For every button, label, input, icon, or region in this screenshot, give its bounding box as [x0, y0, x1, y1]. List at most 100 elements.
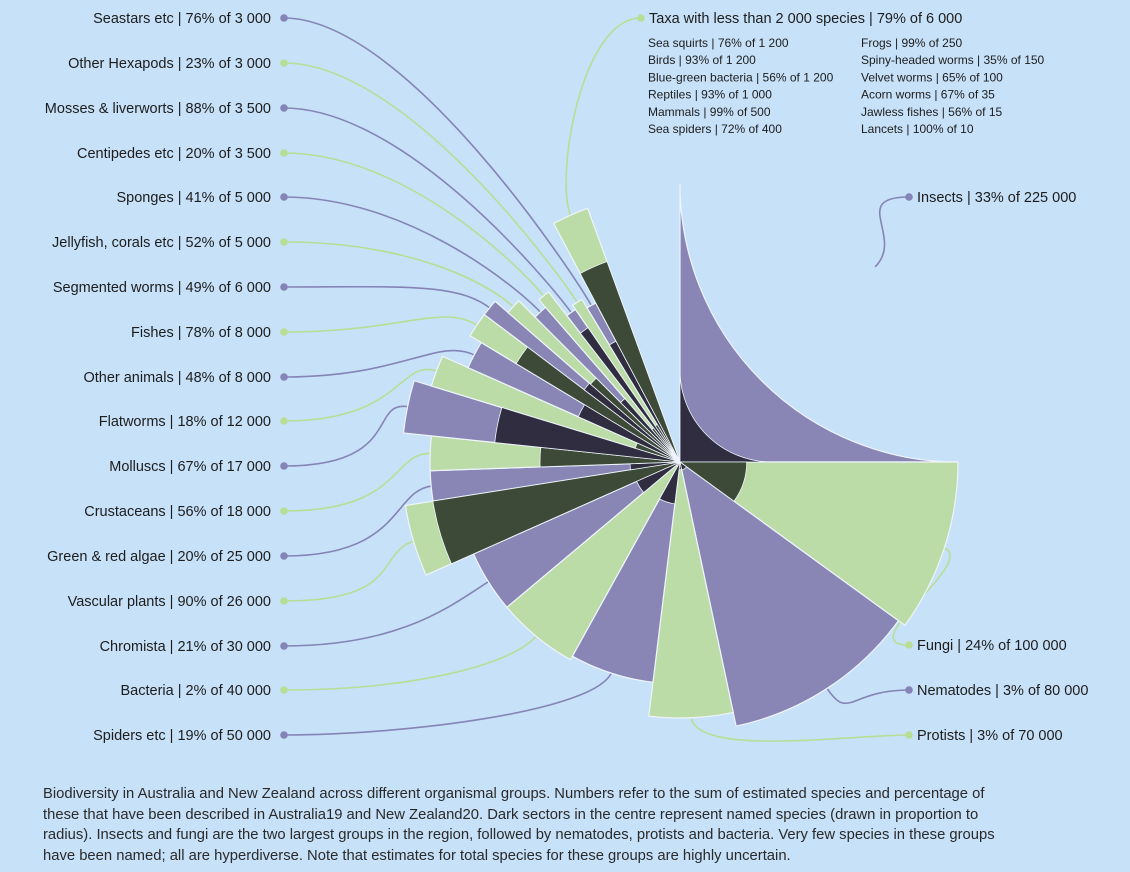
- sector-other-hexapods: [571, 298, 681, 463]
- label-markers: [280, 14, 913, 739]
- marker-flatworms: [280, 417, 288, 425]
- small-taxon-item: Reptiles | 93% of 1 000: [648, 88, 772, 102]
- connector-sponges: [283, 196, 543, 315]
- marker-jellyfish-corals-etc: [280, 238, 288, 246]
- label-connectors: [283, 17, 951, 742]
- connector-insects: [874, 196, 910, 268]
- connector-taxa-with-less-than-2-000-species: [565, 17, 642, 218]
- marker-other-hexapods: [280, 59, 288, 67]
- label-flatworms: Flatworms | 18% of 12 000: [99, 414, 271, 430]
- marker-sponges: [280, 193, 288, 201]
- connector-segmented-worms: [283, 285, 492, 310]
- connector-molluscs: [283, 405, 410, 467]
- connector-nematodes: [825, 686, 910, 705]
- connector-other-hexapods: [283, 62, 579, 305]
- named-sector-molluscs: [494, 407, 681, 463]
- small-taxon-item: Birds | 93% of 1 200: [648, 53, 756, 67]
- marker-spiders-etc: [280, 731, 288, 739]
- connector-mosses-liverworts: [283, 107, 573, 315]
- connector-protists: [690, 715, 910, 742]
- named-sector-vascular-plants: [432, 461, 681, 565]
- label-spiders-etc: Spiders etc | 19% of 50 000: [93, 728, 271, 744]
- small-taxon-item: Velvet worms | 65% of 100: [861, 70, 1003, 84]
- label-segmented-worms: Segmented worms | 49% of 6 000: [53, 280, 271, 296]
- marker-nematodes: [905, 686, 913, 694]
- named-sector-segmented-worms: [583, 382, 681, 463]
- small-taxon-item: Frogs | 99% of 250: [861, 36, 963, 50]
- small-taxon-item: Mammals | 99% of 500: [648, 105, 771, 119]
- marker-other-animals: [280, 373, 288, 381]
- connector-flatworms: [283, 368, 439, 422]
- small-taxon-item: Sea squirts | 76% of 1 200: [648, 36, 789, 50]
- small-taxon-item: Sea spiders | 72% of 400: [648, 122, 782, 136]
- polar-area-chart: Insects | 33% of 225 000 Fungi | 24% of 1…: [45, 11, 1089, 744]
- label-vascular-plants: Vascular plants | 90% of 26 000: [68, 594, 271, 610]
- marker-molluscs: [280, 462, 288, 470]
- marker-centipedes-etc: [280, 149, 288, 157]
- label-jellyfish-corals-etc: Jellyfish, corals etc | 52% of 5 000: [52, 235, 271, 251]
- marker-bacteria: [280, 686, 288, 694]
- label-taxa-with-less-than-2-000-species: Taxa with less than 2 000 species | 79% …: [649, 11, 962, 27]
- connector-fishes: [283, 316, 479, 333]
- marker-chromista: [280, 642, 288, 650]
- named-sector-mosses-liverworts: [579, 327, 681, 463]
- marker-protists: [905, 731, 913, 739]
- label-seastars-etc: Seastars etc | 76% of 3 000: [93, 11, 271, 27]
- named-sector-fishes: [515, 346, 681, 463]
- named-sector-sponges: [620, 398, 681, 463]
- named-sector-spiders-etc: [659, 461, 681, 505]
- label-other-hexapods: Other Hexapods | 23% of 3 000: [68, 56, 271, 72]
- named-sector-fungi: [678, 461, 748, 502]
- label-molluscs: Molluscs | 67% of 17 000: [109, 459, 271, 475]
- marker-taxa-with-less-than-2-000-species: [637, 14, 645, 22]
- label-sponges: Sponges | 41% of 5 000: [116, 190, 271, 206]
- label-other-animals: Other animals | 48% of 8 000: [83, 370, 271, 386]
- label-centipedes-etc: Centipedes etc | 20% of 3 500: [77, 146, 271, 162]
- connector-green-red-algae: [283, 485, 434, 557]
- sector-insects: [679, 183, 959, 463]
- label-green-red-algae: Green & red algae | 20% of 25 000: [47, 549, 271, 565]
- marker-vascular-plants: [280, 597, 288, 605]
- connector-spiders-etc: [283, 670, 613, 736]
- small-taxa-list: Sea squirts | 76% of 1 200 Birds | 93% of…: [648, 36, 1045, 136]
- connector-seastars-etc: [283, 17, 593, 308]
- small-taxon-item: Spiny-headed worms | 35% of 150: [861, 53, 1045, 67]
- outer-sectors: [402, 183, 959, 727]
- marker-green-red-algae: [280, 552, 288, 560]
- small-taxon-item: Lancets | 100% of 10: [861, 122, 974, 136]
- marker-fishes: [280, 328, 288, 336]
- named-sector-insects: [679, 370, 772, 463]
- sector-centipedes-etc: [538, 291, 681, 463]
- connector-crustaceans: [283, 452, 433, 512]
- connector-vascular-plants: [283, 539, 416, 602]
- marker-mosses-liverworts: [280, 104, 288, 112]
- marker-insects: [905, 193, 913, 201]
- small-taxon-item: Blue-green bacteria | 56% of 1 200: [648, 70, 834, 84]
- small-taxon-item: Jawless fishes | 56% of 15: [861, 105, 1003, 119]
- marker-crustaceans: [280, 507, 288, 515]
- connector-chromista: [283, 580, 491, 647]
- label-fishes: Fishes | 78% of 8 000: [131, 325, 271, 341]
- named-species-sectors: [432, 261, 772, 565]
- label-mosses-liverworts: Mosses & liverworts | 88% of 3 500: [45, 101, 271, 117]
- label-protists: Protists | 3% of 70 000: [917, 728, 1063, 744]
- label-fungi: Fungi | 24% of 100 000: [917, 638, 1067, 654]
- marker-seastars-etc: [280, 14, 288, 22]
- named-sector-jellyfish-corals-etc: [589, 377, 681, 463]
- connector-other-animals: [283, 349, 477, 378]
- connector-bacteria: [283, 634, 539, 691]
- label-bacteria: Bacteria | 2% of 40 000: [121, 683, 271, 699]
- sector-flatworms: [430, 355, 681, 463]
- label-crustaceans: Crustaceans | 56% of 18 000: [84, 504, 271, 520]
- sector-nematodes: [679, 460, 900, 727]
- group-labels: Insects | 33% of 225 000 Fungi | 24% of 1…: [45, 11, 1089, 744]
- small-taxon-item: Acorn worms | 67% of 35: [861, 88, 995, 102]
- connector-jellyfish-corals-etc: [283, 241, 516, 309]
- label-nematodes: Nematodes | 3% of 80 000: [917, 683, 1088, 699]
- figure-caption: Biodiversity in Australia and New Zealan…: [43, 786, 995, 864]
- label-chromista: Chromista | 21% of 30 000: [100, 639, 271, 655]
- named-sector-taxa-with-less-than-2-000-species: [579, 261, 681, 463]
- connector-centipedes-etc: [283, 152, 546, 298]
- sector-fungi: [678, 461, 959, 627]
- sector-protists: [648, 461, 734, 719]
